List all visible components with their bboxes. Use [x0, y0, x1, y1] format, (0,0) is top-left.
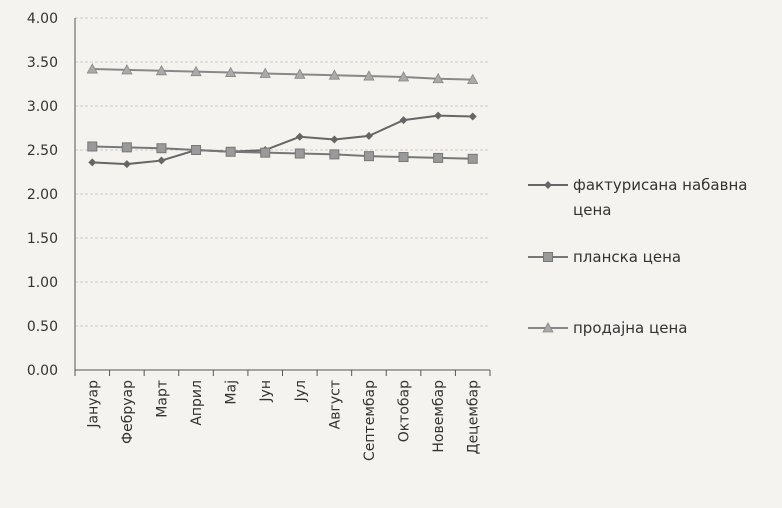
series-line — [92, 114, 473, 166]
data-point — [224, 66, 237, 77]
data-point — [468, 112, 477, 121]
x-tick-label: Август — [327, 380, 343, 429]
data-point — [122, 160, 131, 169]
data-point — [121, 64, 133, 75]
data-point — [363, 70, 375, 81]
data-point — [543, 252, 553, 262]
data-point — [467, 73, 479, 84]
y-tick-label: 1.00 — [27, 275, 58, 291]
x-tick-label: Март — [154, 380, 170, 418]
series-line — [92, 68, 473, 81]
data-point — [294, 68, 306, 79]
x-tick-label: Децембар — [466, 380, 482, 454]
y-axis: 0.00 0.50 1.00 1.50 2.00 2.50 3.00 3.50 4.00 — [27, 11, 76, 379]
x-tick-label: Јун — [258, 380, 274, 403]
x-tick-label: Мај — [224, 380, 240, 405]
data-point — [259, 67, 271, 78]
data-point — [329, 149, 340, 160]
data-point — [433, 152, 444, 163]
series-3 — [86, 63, 479, 84]
y-tick-label: 3.00 — [27, 99, 58, 115]
y-tick-label: 0.50 — [27, 319, 58, 335]
data-point — [544, 181, 552, 189]
series-2 — [87, 141, 478, 164]
y-tick-label: 1.50 — [27, 231, 58, 247]
legend-label: фактурисана набавна — [573, 176, 747, 194]
y-tick-label: 4.00 — [27, 11, 58, 27]
legend-label: планска цена — [573, 248, 681, 266]
grid-lines — [75, 17, 490, 327]
data-point — [328, 69, 341, 80]
data-point — [225, 146, 236, 157]
data-point — [397, 71, 410, 82]
data-point — [121, 142, 132, 153]
x-axis: Јануар Фебруар Март Април Мај Јун Јул Август Сеп… — [74, 369, 491, 461]
legend-entry: продајна цена — [528, 319, 687, 337]
data-point — [157, 156, 166, 165]
x-tick-label: Јул — [293, 380, 309, 402]
series-1 — [88, 111, 477, 169]
data-point — [363, 151, 374, 162]
legend: фактурисана набавна цена планска цена прода… — [528, 176, 747, 337]
data-point — [364, 131, 373, 140]
data-point — [191, 145, 202, 155]
data-point — [330, 135, 339, 144]
data-point — [542, 322, 554, 333]
y-tick-label: 0.00 — [27, 363, 58, 379]
legend-entry: планска цена — [528, 248, 681, 266]
legend-entry: фактурисана набавна цена — [528, 176, 747, 219]
data-point — [88, 158, 97, 167]
data-point — [190, 65, 202, 77]
data-point — [399, 116, 408, 125]
y-tick-label: 2.50 — [27, 143, 58, 159]
x-tick-label: Фебруар — [120, 380, 136, 444]
series-line — [92, 145, 473, 160]
data-point — [295, 132, 304, 141]
data-point — [86, 63, 98, 74]
series-lines — [86, 63, 479, 169]
data-point — [434, 111, 443, 120]
legend-label: продајна цена — [573, 319, 687, 337]
data-point — [156, 143, 167, 154]
y-tick-label: 3.50 — [27, 55, 58, 71]
data-point — [432, 72, 444, 84]
legend-label: цена — [573, 201, 611, 219]
data-point — [467, 153, 478, 164]
data-point — [294, 148, 305, 159]
data-point — [155, 64, 168, 76]
data-point — [87, 141, 98, 152]
data-point — [398, 152, 409, 163]
y-tick-label: 2.00 — [27, 187, 58, 203]
x-tick-label: Октобар — [397, 380, 413, 442]
x-tick-label: Септембар — [362, 380, 378, 461]
x-tick-label: Јануар — [85, 380, 101, 429]
x-tick-label: Април — [189, 380, 205, 426]
data-point — [260, 147, 271, 158]
x-tick-label: Новембар — [431, 380, 447, 453]
